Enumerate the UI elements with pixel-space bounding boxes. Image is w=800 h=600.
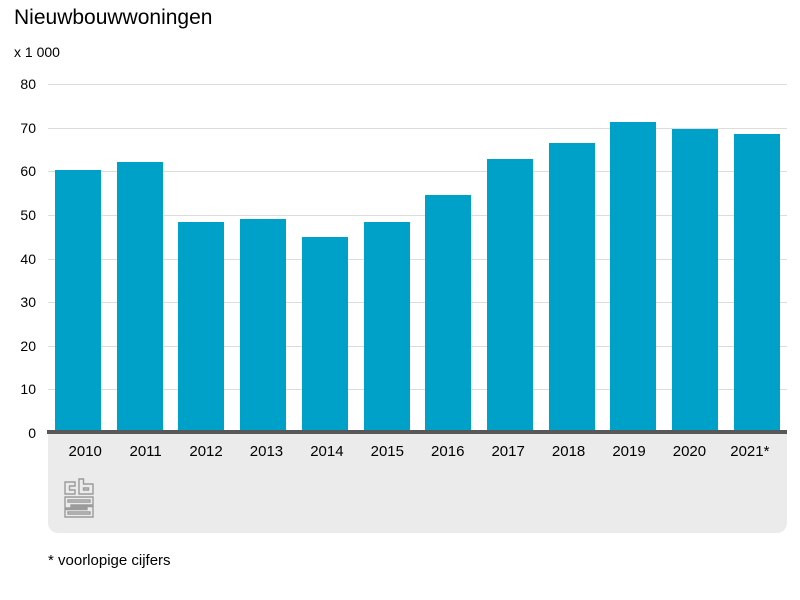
gridline xyxy=(48,389,787,391)
x-axis-label: 2021* xyxy=(730,443,770,460)
y-axis-unit-label: x 1 000 xyxy=(14,44,60,60)
plot-area xyxy=(48,84,787,433)
y-tick-label: 0 xyxy=(28,425,36,441)
gridline xyxy=(48,171,787,173)
bar-2016 xyxy=(425,195,472,433)
bar-2015 xyxy=(363,222,410,433)
gridline xyxy=(48,302,787,304)
bar-2013 xyxy=(240,218,287,433)
y-tick-label: 20 xyxy=(20,337,36,354)
gridline xyxy=(48,127,787,129)
bar-2011 xyxy=(116,162,163,433)
bar-2019 xyxy=(610,122,657,433)
chart-footer: 2010 2011 2012 2013 2014 2015 2016 2017 2018 2019… xyxy=(48,434,787,533)
cbs-logo xyxy=(64,478,94,518)
gridline xyxy=(48,214,787,216)
y-tick-label: 30 xyxy=(20,294,36,311)
x-axis-label: 2016 xyxy=(431,443,465,460)
x-axis-label: 2019 xyxy=(612,443,646,460)
x-axis-label: 2011 xyxy=(129,443,162,460)
x-axis-label: 2015 xyxy=(370,443,404,460)
bar-2018 xyxy=(548,143,595,433)
y-axis: 0 10 20 30 40 50 60 70 80 xyxy=(0,76,36,441)
x-axis-label: 2020 xyxy=(672,443,707,460)
x-axis-label: 2010 xyxy=(68,443,102,460)
bar-2021 xyxy=(733,134,780,433)
gridline xyxy=(48,84,787,85)
y-tick-label: 10 xyxy=(20,381,36,398)
gridline xyxy=(48,258,787,260)
chart-title: Nieuwbouwwoningen xyxy=(14,6,213,29)
y-tick-label: 60 xyxy=(20,163,36,180)
y-tick-label: 80 xyxy=(20,76,36,92)
bar-2010 xyxy=(55,169,101,433)
bar-2017 xyxy=(487,159,534,433)
y-tick-label: 50 xyxy=(20,206,36,223)
x-axis-label: 2012 xyxy=(189,443,223,460)
bar-2014 xyxy=(301,236,348,433)
footnote: * voorlopige cijfers xyxy=(48,552,171,569)
x-axis-label: 2014 xyxy=(310,443,344,460)
x-axis-labels: 2010 2011 2012 2013 2014 2015 2016 2017 2018 2019… xyxy=(48,443,787,460)
bar-2012 xyxy=(178,222,225,433)
x-axis-line xyxy=(47,430,787,434)
x-axis-label: 2013 xyxy=(249,443,284,460)
y-tick-label: 70 xyxy=(20,119,36,136)
bar-2020 xyxy=(672,128,719,433)
y-tick-label: 40 xyxy=(20,250,36,267)
x-axis-label: 2017 xyxy=(491,443,525,460)
gridline xyxy=(48,345,787,347)
x-axis-label: 2018 xyxy=(551,443,586,460)
bars-container xyxy=(48,84,787,433)
